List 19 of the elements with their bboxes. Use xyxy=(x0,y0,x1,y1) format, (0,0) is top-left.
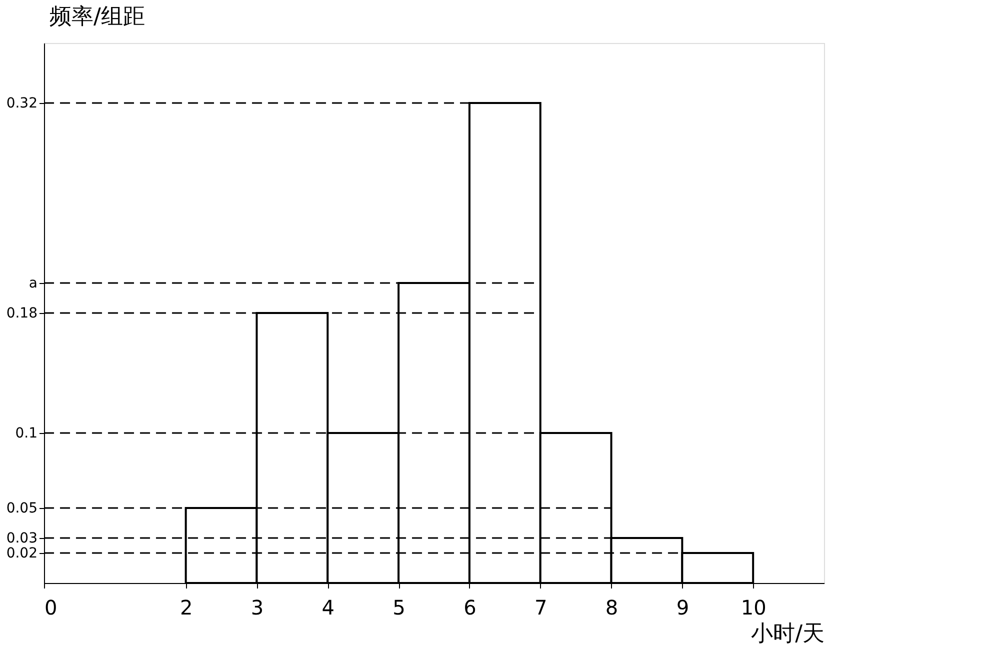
x-axis-title: 小时/天 xyxy=(751,622,824,646)
y-tick-label: 0.18 xyxy=(6,306,38,322)
y-tick-label: 0.1 xyxy=(15,426,38,442)
y-axis-title: 频率/组距 xyxy=(50,4,145,30)
y-tick-label: 0.05 xyxy=(6,500,38,516)
x-tick-label: 6 xyxy=(464,596,476,620)
x-tick-label: 9 xyxy=(676,596,690,620)
y-tick-label: 0.03 xyxy=(6,530,38,546)
x-tick-label: 3 xyxy=(250,596,264,620)
x-tick-label: 5 xyxy=(392,596,406,620)
x-tick-label: 8 xyxy=(605,596,618,620)
y-tick-label: a xyxy=(28,276,38,292)
x-tick-label: 7 xyxy=(534,596,548,620)
x-tick-label: 4 xyxy=(322,596,335,620)
x-tick-label: 2 xyxy=(180,596,193,620)
x-tick-label: 10 xyxy=(740,596,766,620)
x-tick-label: 0 xyxy=(44,596,58,620)
y-tick-label: 0.02 xyxy=(6,546,38,562)
y-tick-label: 0.32 xyxy=(6,96,38,112)
